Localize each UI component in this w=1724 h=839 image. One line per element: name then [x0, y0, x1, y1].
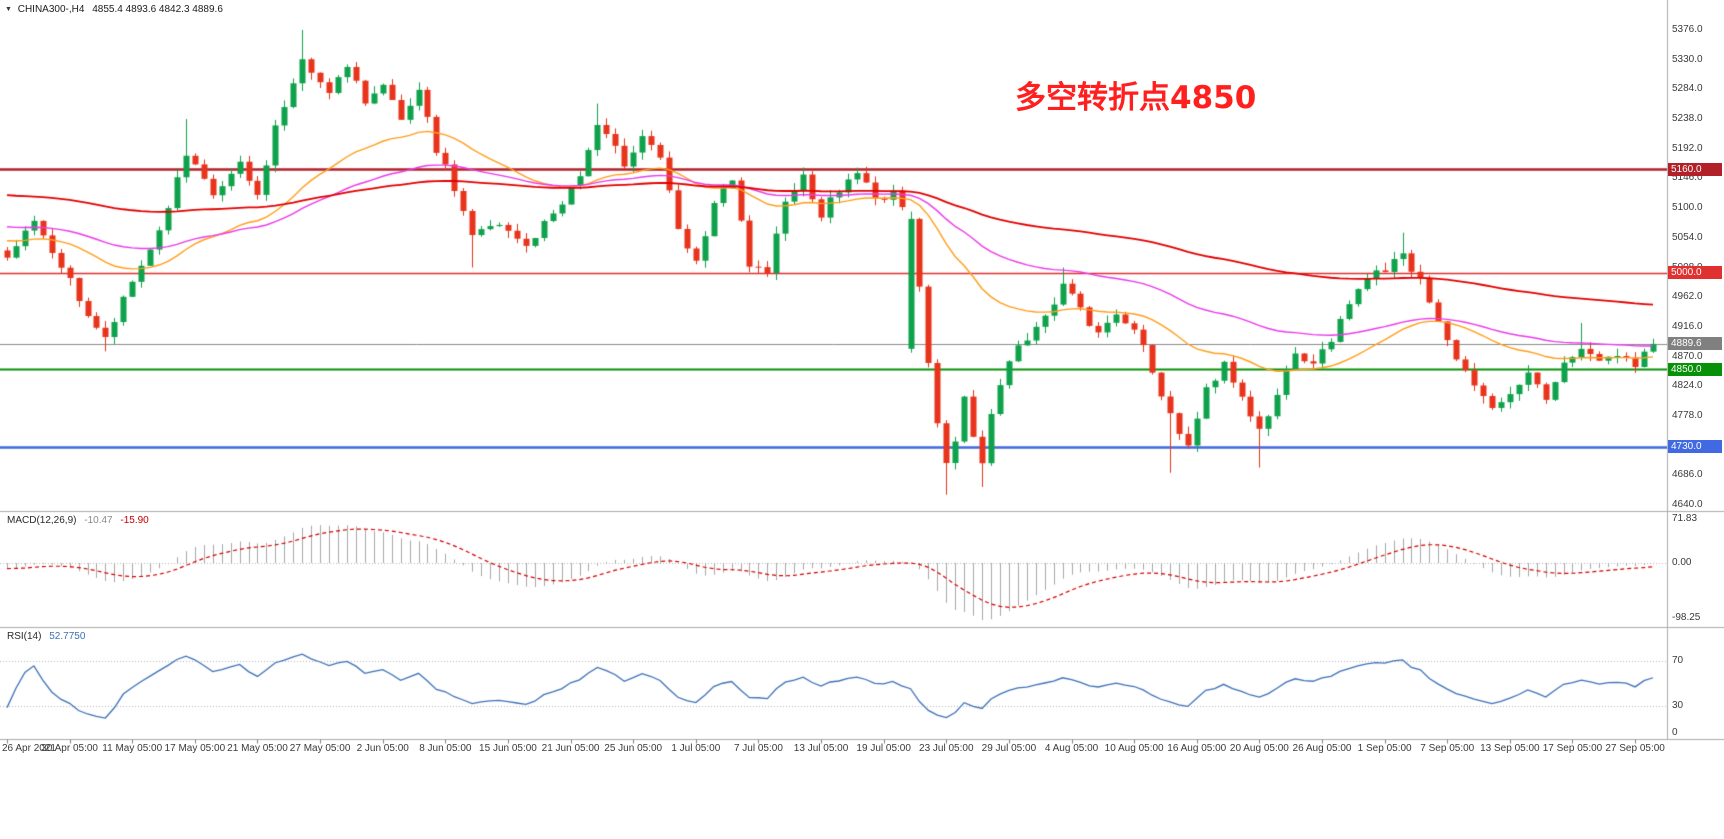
price-tag[interactable]: 5160.0: [1668, 162, 1722, 176]
price-tag[interactable]: 4850.0: [1668, 362, 1722, 376]
price-tag[interactable]: 5000.0: [1668, 266, 1722, 280]
rsi-indicator-label: RSI(14) 52.7750: [7, 631, 90, 642]
rsi-value: 52.7750: [49, 631, 86, 642]
price-axis-label: 5192.0: [1672, 142, 1703, 154]
time-axis-label: 7 Jul 05:00: [733, 743, 783, 754]
rsi-name: RSI(14): [7, 631, 42, 642]
macd-axis-label: 0.00: [1672, 557, 1692, 568]
time-axis-label: 17 Sep 05:00: [1542, 743, 1603, 754]
price-axis-label: 4870.0: [1672, 350, 1703, 362]
time-axis-label: 11 May 05:00: [102, 743, 163, 754]
time-axis-label: 2 Jun 05:00: [356, 743, 409, 754]
price-tag[interactable]: 4730.0: [1668, 440, 1722, 454]
price-axis-label: 4686.0: [1672, 469, 1703, 481]
rsi-axis-label: 0: [1672, 727, 1678, 738]
time-axis-label: 8 Jun 05:00: [419, 743, 472, 754]
rsi-axis-label: 70: [1672, 655, 1684, 667]
time-axis-label: 20 Aug 05:00: [1229, 743, 1289, 754]
time-axis-label: 19 Jul 05:00: [856, 743, 911, 754]
rsi-axis-label: 30: [1672, 699, 1684, 711]
time-axis-label: 21 Jun 05:00: [541, 743, 600, 754]
macd-signal-value: -15.90: [120, 515, 149, 526]
price-axis-label: 4640.0: [1672, 499, 1703, 510]
price-axis-label: 5330.0: [1672, 53, 1703, 65]
time-axis-label: 17 May 05:00: [164, 743, 226, 754]
time-axis-label: 7 Sep 05:00: [1420, 743, 1475, 754]
price-axis-label: 5054.0: [1672, 231, 1703, 243]
time-axis-label: 26 Apr 2021: [2, 743, 56, 754]
time-axis-label: 26 Aug 05:00: [1292, 743, 1352, 754]
time-axis-label: 13 Sep 05:00: [1480, 743, 1540, 754]
price-axis-label: 5376.0: [1672, 24, 1703, 35]
macd-indicator-label: MACD(12,26,9) -10.47 -15.90: [7, 515, 154, 526]
macd-axis-label: 71.83: [1672, 513, 1698, 524]
price-axis-label: 4916.0: [1672, 320, 1703, 332]
price-axis-label: 5100.0: [1672, 202, 1703, 214]
symbol-dropdown-icon[interactable]: ▼: [5, 6, 12, 13]
price-axis-label: 5146.0: [1672, 172, 1703, 184]
symbol-header: ▼ CHINA300-,H4 4855.4 4893.6 4842.3 4889…: [5, 4, 223, 15]
time-axis-label: 16 Aug 05:00: [1167, 743, 1227, 754]
time-axis-label: 15 Jun 05:00: [479, 743, 537, 754]
price-tag[interactable]: 4889.6: [1668, 337, 1722, 351]
time-axis-label: 1 Sep 05:00: [1357, 743, 1412, 754]
macd-main-value: -10.47: [84, 515, 113, 526]
price-axis-label: 5284.0: [1672, 83, 1703, 95]
time-axis-label: 29 Jul 05:00: [981, 743, 1037, 754]
time-axis-label: 27 May 05:00: [289, 743, 351, 754]
time-axis-label: 1 Jul 05:00: [671, 743, 721, 754]
time-axis-label: 4 Aug 05:00: [1044, 743, 1099, 754]
price-axis-label: 5238.0: [1672, 113, 1703, 125]
price-axis-label: 4824.0: [1672, 380, 1703, 392]
chart-annotation: 多空转折点4850: [1015, 80, 1257, 116]
ohlc-readout: 4855.4 4893.6 4842.3 4889.6: [92, 4, 223, 15]
time-axis-label: 21 May 05:00: [227, 743, 288, 754]
time-axis-label: 23 Jul 05:00: [919, 743, 974, 754]
time-axis-label: 30 Apr 05:00: [41, 743, 98, 754]
macd-axis-label: -98.25: [1672, 612, 1701, 623]
symbol-timeframe-label: CHINA300-,H4: [17, 4, 85, 15]
time-axis-label: 27 Sep 05:00: [1605, 743, 1665, 754]
time-axis-label: 10 Aug 05:00: [1104, 743, 1164, 754]
price-axis-label: 4962.0: [1672, 291, 1703, 303]
time-axis-label: 13 Jul 05:00: [793, 743, 849, 754]
time-axis-label: 25 Jun 05:00: [604, 743, 663, 754]
macd-name: MACD(12,26,9): [7, 515, 77, 526]
price-axis-label: 4778.0: [1672, 409, 1703, 421]
